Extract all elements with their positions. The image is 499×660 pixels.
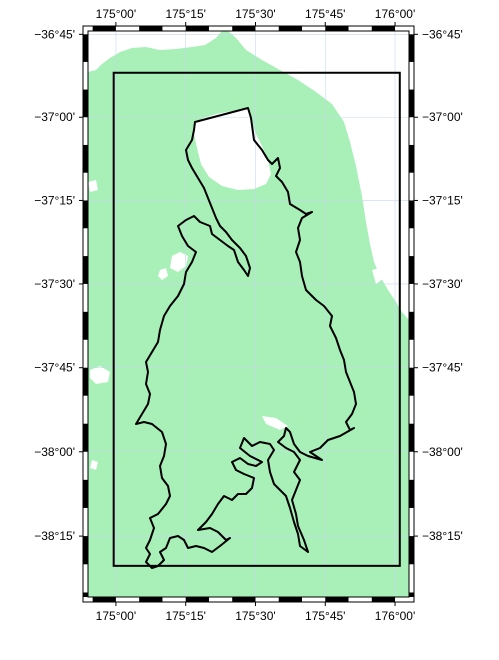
x-tick-label: 175°30'	[235, 609, 275, 623]
lake	[90, 366, 110, 384]
y-tick-label: −37°30'	[34, 277, 75, 291]
y-tick-label: −37°00'	[422, 110, 463, 124]
frame-segment	[409, 89, 414, 118]
frame-segment	[83, 536, 88, 565]
x-tick-labels-bottom: 175°00' 175°15' 175°30' 175°45' 176°00'	[96, 609, 416, 623]
frame-segment	[325, 597, 349, 602]
x-tick-labels-top: 175°00' 175°15' 175°30' 175°45' 176°00'	[96, 7, 416, 21]
frame-segment	[83, 367, 88, 396]
y-tick-label: −36°45'	[422, 27, 463, 41]
frame-segment	[83, 200, 88, 229]
frame-segment	[409, 311, 414, 340]
frame-segment	[371, 597, 396, 602]
bay-of-plenty-water	[228, 31, 409, 320]
frame-segment	[278, 597, 302, 602]
y-tick-label: −38°15'	[34, 529, 75, 543]
land-area	[88, 31, 409, 597]
frame-segment	[83, 479, 88, 508]
frame-segment	[325, 26, 349, 31]
x-tick-label: 175°00'	[96, 7, 136, 21]
x-tick-label: 176°00'	[375, 7, 415, 21]
frame-segment	[139, 26, 163, 31]
frame-segment	[409, 479, 414, 508]
x-tick-label: 175°45'	[305, 7, 345, 21]
y-tick-label: −38°00'	[422, 445, 463, 459]
frame-segment	[409, 592, 414, 597]
y-tick-label: −37°45'	[422, 361, 463, 375]
frame-segment	[409, 200, 414, 229]
frame-segment	[409, 367, 414, 396]
region-bbox	[112, 71, 401, 567]
frame-segment	[409, 536, 414, 565]
y-tick-label: −37°15'	[422, 193, 463, 207]
y-tick-label: −37°30'	[422, 277, 463, 291]
x-tick-label: 175°15'	[165, 609, 205, 623]
frame-segment	[409, 256, 414, 284]
x-tick-label: 175°15'	[165, 7, 205, 21]
frame-segment	[83, 423, 88, 452]
lake	[88, 180, 98, 192]
y-tick-label: −38°15'	[422, 529, 463, 543]
lake	[158, 268, 168, 280]
frame-segment	[83, 34, 88, 62]
frame-segment	[409, 34, 414, 62]
frame-segment	[83, 144, 88, 173]
x-tick-label: 176°00'	[375, 609, 415, 623]
frame-segment	[371, 26, 396, 31]
y-tick-labels-left: −36°45' −37°00' −37°15' −37°30' −37°45' −38°0…	[34, 27, 75, 543]
frame-segment	[83, 311, 88, 340]
y-tick-label: −37°45'	[34, 361, 75, 375]
frame-segment	[185, 26, 209, 31]
frame-segment	[232, 26, 256, 31]
frame-segment	[139, 597, 163, 602]
y-tick-label: −38°00'	[34, 445, 75, 459]
y-tick-label: −37°15'	[34, 193, 75, 207]
frame-segment	[83, 89, 88, 118]
lake	[90, 460, 98, 470]
frame-segment	[232, 597, 256, 602]
y-tick-labels-right: −36°45' −37°00' −37°15' −37°30' −37°45' −38°0…	[422, 27, 463, 543]
map-frame	[79, 22, 418, 606]
lake	[372, 268, 384, 284]
frame-segment	[409, 423, 414, 452]
graticule	[88, 31, 409, 597]
catchment-boundary	[135, 107, 357, 569]
frame-segment	[185, 597, 209, 602]
frame-segment	[92, 597, 116, 602]
frame-segment	[409, 144, 414, 173]
x-tick-label: 175°00'	[96, 609, 136, 623]
frame-segment	[83, 256, 88, 284]
frame-segment	[83, 592, 88, 597]
frame-segment	[278, 26, 302, 31]
frame-segment	[92, 26, 116, 31]
lake	[262, 416, 288, 430]
lake	[170, 252, 188, 272]
y-tick-label: −37°00'	[34, 110, 75, 124]
y-tick-label: −36°45'	[34, 27, 75, 41]
x-tick-label: 175°45'	[305, 609, 345, 623]
x-tick-label: 175°30'	[235, 7, 275, 21]
